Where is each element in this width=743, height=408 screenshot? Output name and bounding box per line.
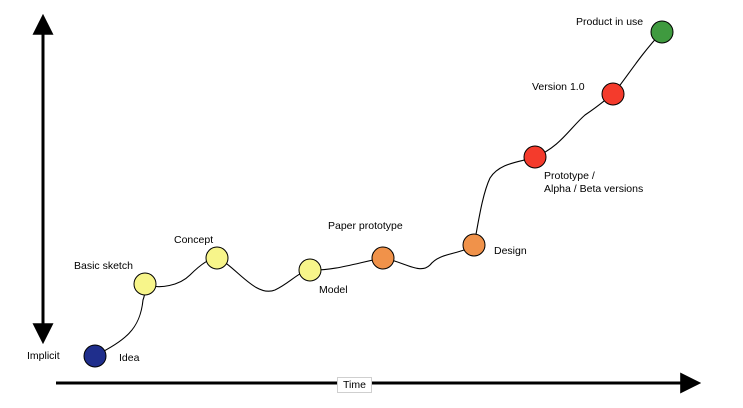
label-concept: Concept [174, 234, 214, 246]
y-axis-label: Implicit [27, 350, 60, 362]
node-idea [83, 344, 107, 368]
node-product [650, 20, 674, 44]
node-concept [205, 246, 229, 270]
label-idea: Idea [119, 352, 140, 364]
node-paper-prototype [371, 246, 395, 270]
label-product: Product in use [576, 16, 644, 28]
node-basic-sketch [133, 272, 157, 296]
node-model [298, 258, 322, 282]
label-basic-sketch: Basic sketch [74, 260, 133, 272]
node-version [601, 82, 625, 106]
label-design: Design [494, 245, 527, 257]
label-paper-prototype: Paper prototype [328, 220, 403, 232]
label-prototype-line2: Alpha / Beta versions [544, 183, 644, 195]
label-version: Version 1.0 [532, 81, 585, 93]
x-axis-label: Time [337, 377, 372, 393]
label-model: Model [319, 284, 348, 296]
node-prototype [523, 145, 547, 169]
label-prototype-line1: Prototype / [544, 170, 595, 182]
node-design [462, 233, 486, 257]
